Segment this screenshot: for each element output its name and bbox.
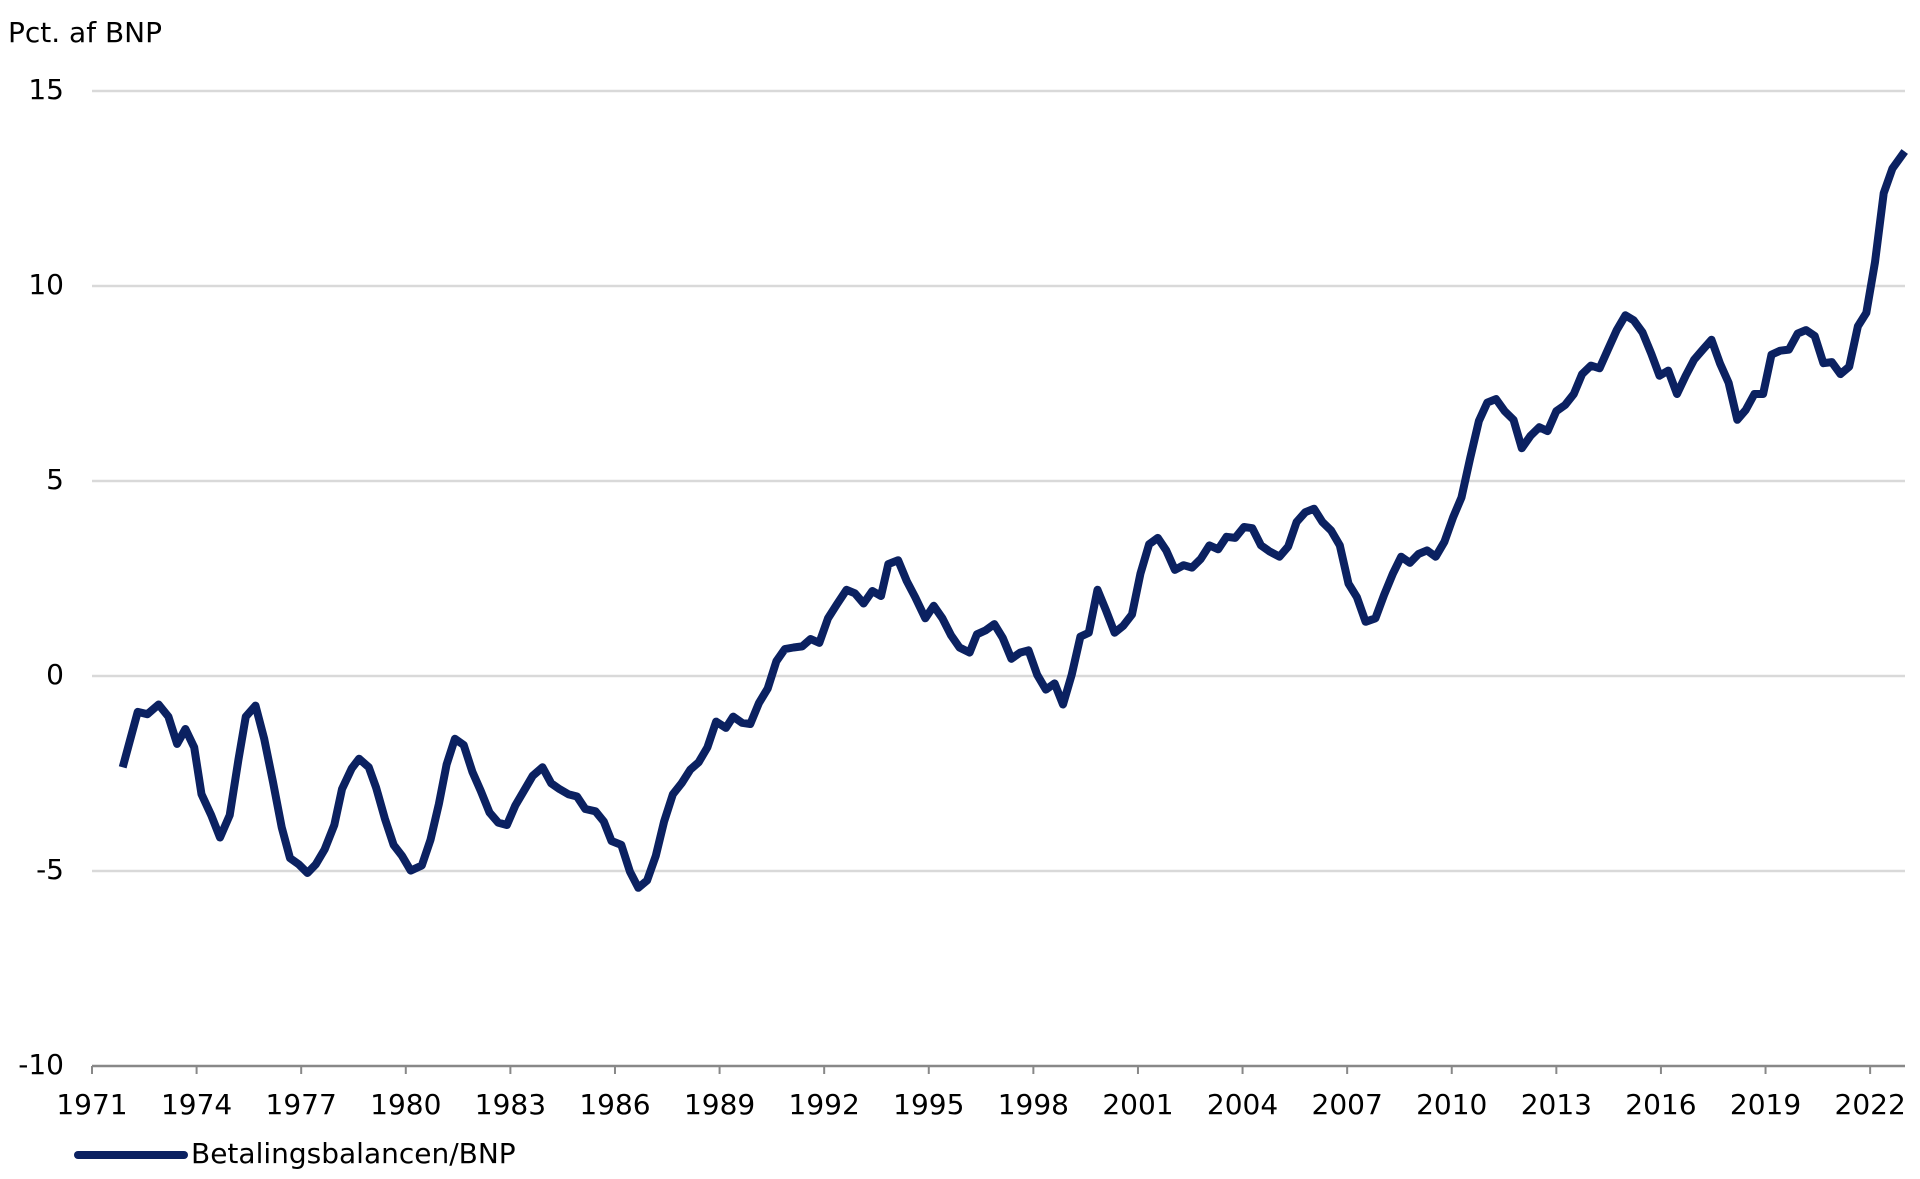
x-tick-label: 1974 — [161, 1088, 232, 1121]
y-axis-label: Pct. af BNP — [8, 16, 162, 49]
x-tick-label: 1986 — [579, 1088, 650, 1121]
x-tick-label: 2019 — [1730, 1088, 1801, 1121]
x-tick-label: 1989 — [684, 1088, 755, 1121]
x-tick-label: 1992 — [789, 1088, 860, 1121]
x-tick-label: 2004 — [1207, 1088, 1278, 1121]
x-tick-label: 2016 — [1625, 1088, 1696, 1121]
y-tick-label: 10 — [28, 268, 64, 301]
x-tick-label: 2010 — [1416, 1088, 1487, 1121]
legend-label: Betalingsbalancen/BNP — [191, 1137, 516, 1170]
y-tick-label: 5 — [46, 463, 64, 496]
x-tick-label: 2022 — [1835, 1088, 1906, 1121]
data-line — [118, 149, 1908, 892]
x-tick-label: 1998 — [998, 1088, 1069, 1121]
x-tick-label: 2007 — [1312, 1088, 1383, 1121]
y-tick-label: -5 — [36, 853, 64, 886]
x-tick-label: 1983 — [475, 1088, 546, 1121]
x-tick-label: 1977 — [266, 1088, 337, 1121]
x-tick-label: 1995 — [893, 1088, 964, 1121]
y-tick-label: 15 — [28, 73, 64, 106]
x-tick-label: 1971 — [56, 1088, 127, 1121]
y-tick-label: -10 — [18, 1048, 64, 1081]
x-tick-label: 1980 — [370, 1088, 441, 1121]
x-tick-label: 2013 — [1521, 1088, 1592, 1121]
x-tick-label: 2001 — [1102, 1088, 1173, 1121]
y-tick-label: 0 — [46, 658, 64, 691]
